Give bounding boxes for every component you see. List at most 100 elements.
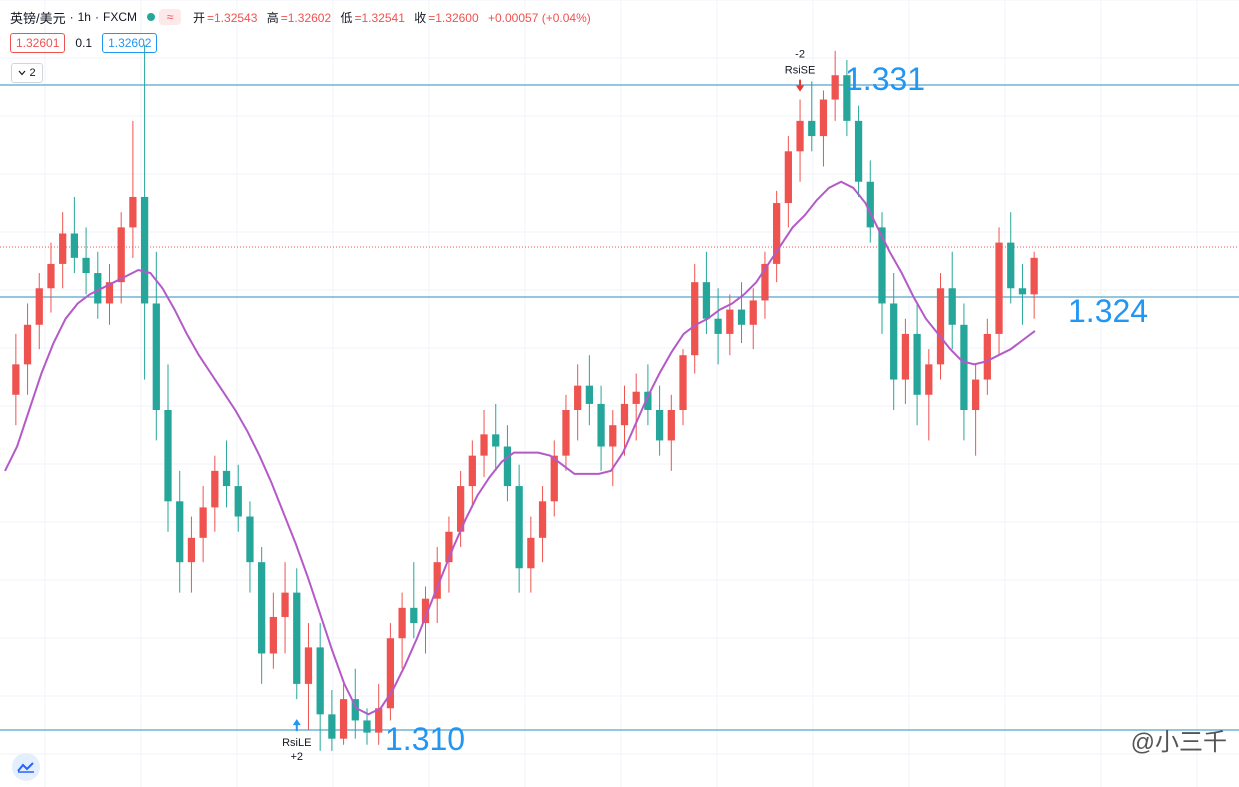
candle-body xyxy=(222,470,231,487)
candle-body xyxy=(819,99,828,137)
candle xyxy=(140,44,149,380)
candle xyxy=(749,288,757,350)
candle-body xyxy=(187,537,196,563)
candle-body xyxy=(492,434,500,447)
candle-body xyxy=(445,531,453,563)
candle-body xyxy=(503,446,512,487)
candle xyxy=(1030,251,1038,319)
candle xyxy=(152,251,160,441)
candle-body xyxy=(129,196,137,228)
horizontal-line-label: 1.324 xyxy=(1068,293,1148,329)
candle-body xyxy=(679,355,687,410)
candle-body xyxy=(714,318,722,334)
watermark: @小三千 xyxy=(1130,729,1227,756)
candle-body xyxy=(456,486,465,532)
candle-body xyxy=(796,120,804,152)
candle-body xyxy=(234,486,242,517)
candle-body xyxy=(82,257,90,274)
candle xyxy=(82,227,90,295)
candle-body xyxy=(433,562,441,599)
signal-label: RsiLE xyxy=(282,737,311,749)
candle xyxy=(456,470,465,547)
candle-body xyxy=(995,242,1003,334)
candle xyxy=(258,546,266,684)
candle-body xyxy=(94,273,102,304)
candle-body xyxy=(35,288,43,325)
candle xyxy=(281,562,289,654)
candle-body xyxy=(386,638,395,709)
candle xyxy=(527,516,535,593)
candle-body xyxy=(925,364,933,395)
candle xyxy=(1007,212,1015,304)
candle xyxy=(901,318,910,404)
candle xyxy=(831,50,839,121)
wave-icon[interactable]: ≈ xyxy=(158,9,181,25)
candle xyxy=(843,60,851,137)
arrow-down-icon xyxy=(796,79,805,92)
candle-body xyxy=(632,391,640,404)
candle xyxy=(70,196,79,274)
candle-body xyxy=(117,227,125,283)
indicators-toggle-button[interactable]: 2 xyxy=(11,63,43,83)
candle xyxy=(609,410,617,487)
candle xyxy=(246,501,254,593)
candle xyxy=(597,385,605,471)
candle-body xyxy=(936,288,945,365)
candle xyxy=(995,227,1003,356)
candle-body xyxy=(59,233,67,264)
candle-body xyxy=(585,385,594,404)
candle-body xyxy=(199,507,207,538)
close-value: =1.32600 xyxy=(428,10,479,25)
sell-price-button[interactable]: 1.32601 xyxy=(10,33,66,53)
candle-body xyxy=(176,501,184,563)
candle xyxy=(691,263,699,374)
candle xyxy=(819,90,828,167)
candle xyxy=(761,251,769,319)
candle-body xyxy=(164,410,172,502)
interval[interactable]: 1h xyxy=(77,10,91,24)
candle-body xyxy=(398,607,406,639)
candle-body xyxy=(784,151,792,204)
candle xyxy=(12,333,20,426)
candle xyxy=(117,212,125,304)
candle xyxy=(351,668,359,739)
candle xyxy=(164,364,172,532)
candle xyxy=(550,440,558,517)
open-label: 开 xyxy=(192,10,205,25)
candle xyxy=(199,486,207,563)
candle-body xyxy=(281,592,289,617)
candle xyxy=(269,592,277,669)
candle-body xyxy=(960,324,968,410)
candle xyxy=(878,212,886,334)
candle xyxy=(784,136,792,228)
candle xyxy=(410,562,418,639)
candle xyxy=(59,212,67,289)
candle-body xyxy=(140,196,149,304)
short-entry-signal[interactable]: -2 RsiSE xyxy=(785,49,816,92)
candle xyxy=(585,355,594,426)
candle-body xyxy=(152,303,160,410)
candle-body xyxy=(843,75,851,121)
tradingview-logo-icon[interactable] xyxy=(12,753,40,781)
candle xyxy=(386,623,395,721)
candle xyxy=(714,288,722,365)
candle xyxy=(129,120,137,258)
candle-body xyxy=(363,720,371,733)
candle-body xyxy=(410,607,418,624)
close-label: 收 xyxy=(414,10,427,25)
candle-body xyxy=(12,364,20,395)
candle-body xyxy=(515,486,523,569)
candle-body xyxy=(269,616,277,654)
symbol-name[interactable]: 英镑/美元 xyxy=(10,10,66,26)
candle xyxy=(574,364,582,441)
candle-body xyxy=(1007,242,1015,289)
candle xyxy=(983,318,991,395)
candle-body xyxy=(527,537,535,569)
candle xyxy=(866,160,874,243)
long-entry-signal[interactable]: RsiLE +2 xyxy=(282,719,311,763)
candle xyxy=(316,623,324,751)
candle-body xyxy=(339,699,348,739)
buy-price-button[interactable]: 1.32602 xyxy=(102,33,158,53)
